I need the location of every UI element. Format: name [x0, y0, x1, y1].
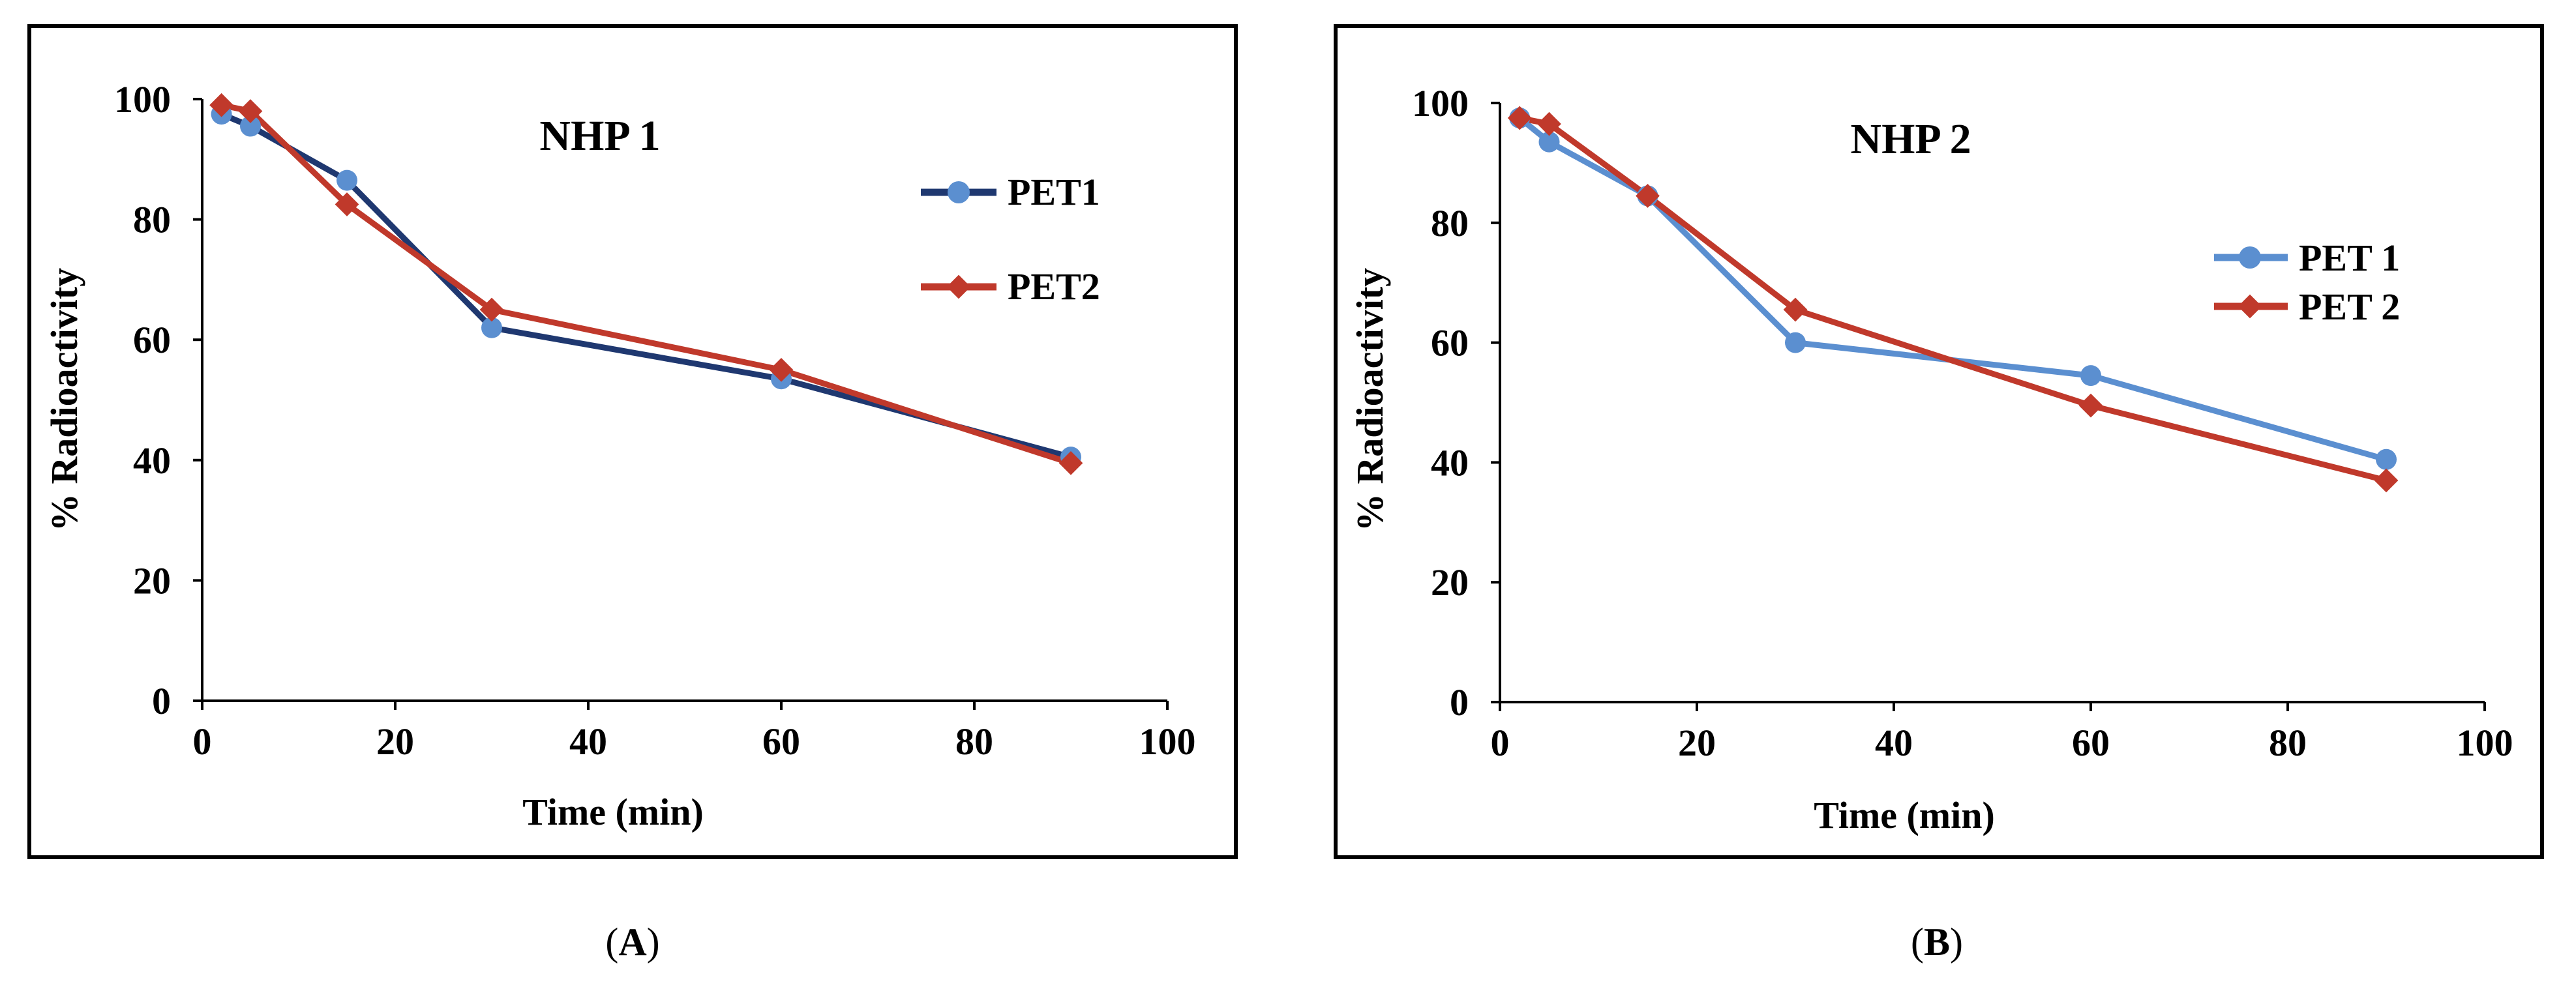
- data-point-pet1: [337, 169, 357, 191]
- data-point-pet1: [481, 317, 502, 338]
- y-tick-label: 40: [133, 439, 171, 482]
- series-group: [1507, 106, 2399, 493]
- chart-frame: [1334, 24, 2544, 859]
- y-tick-label: 40: [1431, 441, 1469, 484]
- x-tick-label: 80: [2269, 722, 2307, 764]
- chart-nhp2: 0 20 40 60 80 100 0 20 40 60 80 100 NHP 2 Time (mi…: [1334, 24, 2544, 859]
- y-tick-label: 0: [152, 680, 171, 722]
- data-point-pet-1: [1785, 332, 1806, 353]
- data-point-pet-1: [2080, 365, 2101, 387]
- y-tick-label: 80: [133, 199, 171, 241]
- x-tick-label: 100: [1139, 720, 1196, 763]
- x-tick-label: 40: [569, 720, 607, 763]
- data-point-pet2: [209, 93, 233, 117]
- chart-nhp1: 0 20 40 60 80 100 0 20 40 60 80 100 NHP 1 Time (mi…: [27, 24, 1238, 859]
- data-point-pet-2: [1636, 184, 1660, 208]
- legend-label-pet1: PET1: [1008, 171, 1100, 213]
- data-point-pet-2: [1507, 106, 1532, 130]
- y-tick-label: 0: [1450, 681, 1469, 724]
- legend-marker-pet2: [2238, 294, 2262, 319]
- x-tick-label: 20: [376, 720, 414, 763]
- y-tick-label: 60: [133, 319, 171, 361]
- series-group: [209, 93, 1083, 475]
- x-tick-label: 60: [2072, 722, 2110, 764]
- y-tick-labels: 0 20 40 60 80 100: [1412, 82, 1500, 724]
- data-point-pet2: [769, 357, 794, 382]
- x-tick-label: 40: [1875, 722, 1913, 764]
- legend-label-pet2: PET 2: [2299, 286, 2400, 328]
- y-tick-label: 80: [1431, 202, 1469, 244]
- panel-label-a: (A): [605, 920, 659, 963]
- x-tick-label: 0: [1491, 722, 1510, 764]
- x-axis-label: Time (min): [522, 791, 704, 833]
- x-tick-label: 60: [762, 720, 800, 763]
- x-tick-label: 100: [2457, 722, 2513, 764]
- legend-label-pet2: PET2: [1008, 265, 1100, 308]
- data-point-pet-2: [2078, 393, 2103, 418]
- x-axis-label: Time (min): [1814, 794, 1995, 836]
- data-point-pet2: [335, 192, 359, 216]
- legend-label-pet1: PET 1: [2299, 237, 2400, 279]
- data-point-pet-1: [2376, 448, 2397, 470]
- legend: PET1 PET2: [921, 171, 1100, 308]
- y-tick-label: 20: [133, 559, 171, 602]
- chart-frame: [27, 24, 1238, 859]
- chart-title: NHP 2: [1850, 115, 1971, 163]
- data-point-pet-2: [1783, 297, 1808, 322]
- data-point-pet2: [479, 297, 504, 322]
- legend-marker-pet1: [2239, 246, 2261, 269]
- y-axis-label: % Radioactivity: [43, 268, 85, 531]
- data-point-pet2: [238, 99, 263, 123]
- data-point-pet1: [240, 115, 261, 137]
- y-axis-label: % Radioactivity: [1349, 268, 1391, 531]
- y-tick-labels: 0 20 40 60 80 100: [114, 78, 202, 722]
- x-tick-labels: 0 20 40 60 80 100: [193, 701, 1196, 763]
- chart-title: NHP 1: [539, 112, 660, 160]
- legend-marker-pet1: [948, 181, 970, 203]
- x-tick-label: 20: [1678, 722, 1716, 764]
- legend-marker-pet2: [946, 274, 971, 299]
- x-tick-label: 80: [955, 720, 993, 763]
- y-tick-label: 20: [1431, 561, 1469, 604]
- panel-label-b: (B): [1911, 920, 1963, 963]
- data-point-pet-2: [1537, 111, 1561, 136]
- data-point-pet-1: [1538, 131, 1560, 153]
- y-tick-label: 100: [114, 78, 171, 121]
- y-tick-label: 100: [1412, 82, 1469, 125]
- x-tick-labels: 0 20 40 60 80 100: [1491, 702, 2513, 764]
- data-point-pet-2: [2374, 468, 2399, 493]
- x-tick-label: 0: [193, 720, 212, 763]
- y-tick-label: 60: [1431, 322, 1469, 364]
- data-point-pet2: [1058, 451, 1083, 475]
- legend: PET 1 PET 2: [2214, 237, 2400, 328]
